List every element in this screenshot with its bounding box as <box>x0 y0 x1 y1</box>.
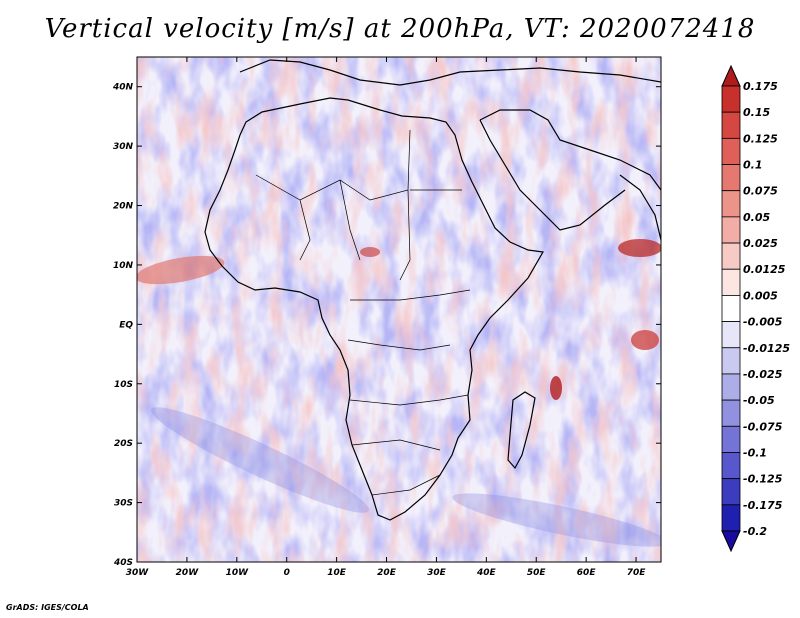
lon-tick-label: 50E <box>527 568 547 578</box>
colorbar-label: 0.075 <box>743 185 778 198</box>
lat-tick-label: 20N <box>113 202 134 212</box>
colorbar-segment <box>721 190 741 218</box>
colorbar-segment <box>721 504 741 532</box>
colorbar-segment <box>721 347 741 375</box>
colorbar-segment <box>721 321 741 349</box>
lon-tick-label: 60E <box>577 568 597 578</box>
lat-tick-label: 40N <box>112 83 134 93</box>
colorbar-label: -0.005 <box>743 316 783 329</box>
lat-tick-label: 10S <box>114 380 133 390</box>
colorbar-label: 0.005 <box>743 289 778 302</box>
credit-label: GrADS: IGES/COLA <box>6 603 89 612</box>
colorbar-label: -0.05 <box>743 394 775 407</box>
lat-tick-label: 10N <box>113 261 134 271</box>
map-title: Vertical velocity [m/s] at 200hPa, VT: 2… <box>44 14 756 44</box>
lon-tick-label: 10W <box>226 568 250 578</box>
lat-tick-label: 30S <box>114 499 133 509</box>
lat-tick-label: 30N <box>113 142 134 152</box>
colorbar-label: -0.2 <box>743 525 767 538</box>
lat-tick-label: EQ <box>119 320 133 330</box>
colorbar-label: 0.025 <box>743 237 778 250</box>
longitude-axis: 30W 20W 10W 0 10E 20E 30E 40E 50E 60E 70E <box>126 57 646 578</box>
lat-tick-label: 40S <box>113 558 133 568</box>
lon-tick-label: 20W <box>176 568 200 578</box>
colorbar-segment <box>721 216 741 244</box>
colorbar-label: 0.175 <box>743 80 778 93</box>
latitude-axis: 40S 30S 20S 10S EQ 10N 20N 30N 40N <box>112 83 661 568</box>
colorbar-segment <box>721 295 741 322</box>
colorbar-segment <box>721 164 741 192</box>
lon-tick-label: 10E <box>327 568 347 578</box>
colorbar-label: -0.1 <box>743 446 767 459</box>
colorbar-min-triangle <box>721 530 741 553</box>
colorbar-label: -0.075 <box>743 420 783 433</box>
lon-tick-label: 30W <box>126 568 150 578</box>
colorbar-max-triangle <box>721 64 741 87</box>
colorbar-label: 0.05 <box>743 211 770 224</box>
colorbar-label: 0.15 <box>743 106 770 119</box>
colorbar-label: 0.0125 <box>743 263 786 276</box>
colorbar-segment <box>721 373 741 401</box>
colorbar-segment <box>721 137 741 165</box>
colorbar-segment <box>721 242 741 270</box>
velocity-field <box>137 57 661 562</box>
lon-tick-label: 20E <box>377 568 397 578</box>
country-borders <box>255 129 471 496</box>
coastlines <box>204 59 661 521</box>
colorbar-label: 0.1 <box>743 159 763 172</box>
lon-tick-label: 0 <box>284 568 290 578</box>
plot-frame <box>136 56 662 563</box>
lon-tick-label: 70E <box>627 568 647 578</box>
colorbar-segment <box>721 478 741 506</box>
colorbar-segment <box>721 111 741 139</box>
colorbar-label: -0.175 <box>743 499 783 512</box>
colorbar-segment <box>721 268 741 296</box>
colorbar: 0.175 0.15 0.125 0.1 0.075 0.05 0.025 0.0125 0.0… <box>721 64 790 553</box>
colorbar-label: -0.025 <box>743 368 783 381</box>
colorbar-segment <box>721 452 741 480</box>
colorbar-segment <box>721 425 741 453</box>
colorbar-label: 0.125 <box>743 132 778 145</box>
colorbar-label: -0.125 <box>743 473 783 486</box>
colorbar-segment <box>721 399 741 427</box>
lon-tick-label: 40E <box>476 568 497 578</box>
lat-tick-label: 20S <box>114 439 133 449</box>
colorbar-segment <box>721 85 741 113</box>
lon-tick-label: 30E <box>427 568 447 578</box>
colorbar-label: -0.0125 <box>743 342 790 355</box>
